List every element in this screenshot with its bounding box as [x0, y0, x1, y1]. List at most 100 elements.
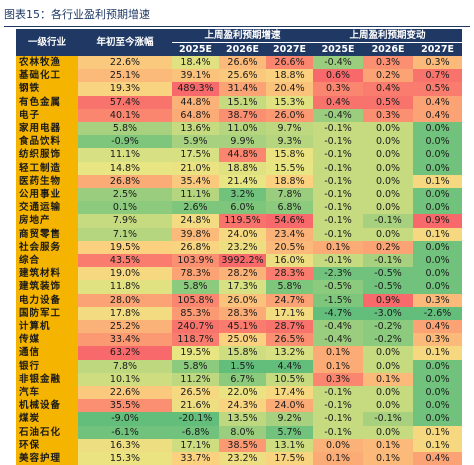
growth-cell: -20.1%	[172, 412, 219, 426]
change-cell: 0.0%	[413, 412, 463, 426]
table-row: 机械设备 35.5% 21.6% 24.3% 24.0% -0.1% 0.0% 0.0%	[16, 399, 463, 413]
ytd-cell: 7.1%	[78, 227, 172, 241]
growth-cell: 13.6%	[172, 122, 219, 136]
growth-cell: 24.0%	[219, 227, 266, 241]
growth-cell: 15.8%	[266, 148, 314, 162]
header-change-group: 上周盈利预期变动	[313, 29, 463, 43]
change-cell: -0.1%	[363, 214, 414, 228]
growth-cell: 240.7%	[172, 320, 219, 334]
change-cell: 0.0%	[363, 346, 414, 360]
growth-cell: 26.8%	[172, 240, 219, 255]
ytd-cell: 7.9%	[78, 214, 172, 228]
change-cell: 0.0%	[363, 122, 414, 136]
change-cell: -0.1%	[313, 188, 364, 202]
change-cell: 0.1%	[313, 346, 364, 360]
change-cell: -0.1%	[363, 412, 414, 426]
growth-cell: 13.5%	[219, 412, 266, 426]
table-row: 美容护理 15.3% 33.7% 23.2% 17.5% 0.1% 0.1% 0.4%	[16, 452, 463, 465]
change-cell: -0.1%	[313, 412, 364, 426]
table-row: 建筑装饰 11.8% 5.8% 17.3% 5.8% -0.5% -0.5% 0.0%	[16, 280, 463, 294]
growth-cell: 103.9%	[172, 254, 219, 268]
ytd-cell: 19.5%	[78, 240, 172, 255]
growth-cell: 119.5%	[219, 214, 266, 228]
growth-cell: 17.4%	[266, 386, 314, 400]
growth-cell: 26.0%	[219, 293, 266, 307]
change-cell: -0.1%	[313, 425, 364, 439]
change-cell: 0.9%	[363, 293, 414, 307]
ytd-cell: 25.2%	[78, 320, 172, 334]
change-cell: -0.4%	[313, 320, 364, 334]
growth-cell: 24.8%	[172, 214, 219, 228]
change-cell: 0.1%	[413, 227, 463, 241]
growth-cell: 20.5%	[266, 240, 314, 255]
change-cell: -0.4%	[313, 108, 364, 123]
table-row: 计算机 25.2% 240.7% 45.1% 28.7% -0.4% -0.2% 0.4%	[16, 320, 463, 334]
growth-cell: 8.0%	[219, 425, 266, 439]
table-row: 电子 40.1% 64.8% 38.7% 26.0% -0.4% 0.3% 0.4%	[16, 108, 463, 123]
change-cell: 0.2%	[363, 240, 414, 255]
industry-earnings-table: 一级行业 年初至今涨幅 上周盈利预期增速 上周盈利预期变动 2025E 2026…	[16, 29, 463, 465]
change-cell: -0.1%	[363, 254, 414, 268]
change-cell: 0.0%	[363, 201, 414, 215]
change-cell: 0.0%	[413, 161, 463, 175]
industry-name: 有色金属	[16, 95, 78, 109]
change-cell: -0.1%	[313, 122, 364, 136]
header-growth-2025: 2025E	[172, 42, 219, 56]
change-cell: -0.1%	[313, 201, 364, 215]
growth-cell: 39.1%	[172, 69, 219, 83]
growth-cell: 7.8%	[266, 188, 314, 202]
change-cell: -0.1%	[313, 174, 364, 189]
growth-cell: 5.8%	[172, 359, 219, 373]
ytd-cell: 43.5%	[78, 254, 172, 268]
ytd-cell: 35.5%	[78, 399, 172, 413]
industry-name: 食品饮料	[16, 135, 78, 149]
ytd-cell: 16.3%	[78, 438, 172, 453]
change-cell: -0.4%	[313, 56, 364, 70]
industry-name: 社会服务	[16, 240, 78, 255]
change-cell: 0.5%	[363, 95, 414, 109]
change-cell: -0.2%	[363, 320, 414, 334]
growth-cell: 11.2%	[172, 372, 219, 387]
change-cell: 0.4%	[413, 320, 463, 334]
growth-cell: 20.4%	[266, 82, 314, 96]
change-cell: 0.1%	[313, 240, 364, 255]
header-growth-2026: 2026E	[219, 42, 266, 56]
growth-cell: 3992.2%	[219, 254, 266, 268]
change-cell: 0.6%	[313, 69, 364, 83]
change-cell: -0.1%	[313, 214, 364, 228]
growth-cell: 15.8%	[219, 346, 266, 360]
table-row: 银行 7.8% 5.8% 1.5% 4.4% 0.1% 0.0% 0.0%	[16, 359, 463, 373]
table-row: 煤炭 -9.0% -20.1% 13.5% 9.2% -0.1% -0.1% 0.0%	[16, 412, 463, 426]
change-cell: -0.4%	[313, 333, 364, 347]
change-cell: 0.3%	[313, 372, 364, 387]
change-cell: -0.1%	[313, 227, 364, 241]
change-cell: 0.4%	[413, 95, 463, 109]
growth-cell: 23.4%	[266, 227, 314, 241]
table-row: 公用事业 2.5% 11.1% 3.2% 7.8% -0.1% 0.0% 0.0%	[16, 188, 463, 202]
growth-cell: -6.8%	[172, 425, 219, 439]
ytd-cell: 33.4%	[78, 333, 172, 347]
change-cell: 0.0%	[363, 227, 414, 241]
change-cell: 0.1%	[313, 359, 364, 373]
growth-cell: 21.0%	[172, 161, 219, 175]
growth-cell: 15.5%	[266, 161, 314, 175]
growth-cell: 5.8%	[266, 280, 314, 294]
ytd-cell: 25.1%	[78, 69, 172, 83]
table-body: 农林牧渔 22.6% 18.4% 26.6% 26.6% -0.4% 0.3% 0.3% 基础化…	[16, 56, 463, 465]
growth-cell: 17.3%	[219, 280, 266, 294]
industry-name: 交通运输	[16, 201, 78, 215]
growth-cell: 6.8%	[266, 201, 314, 215]
header-change-2026: 2026E	[363, 42, 414, 56]
change-cell: 0.0%	[413, 399, 463, 413]
growth-cell: 28.3%	[266, 267, 314, 281]
change-cell: -0.1%	[313, 161, 364, 175]
industry-name: 计算机	[16, 320, 78, 334]
growth-cell: 24.0%	[266, 399, 314, 413]
change-cell: 0.3%	[363, 108, 414, 123]
growth-cell: 28.3%	[219, 306, 266, 321]
change-cell: 0.5%	[413, 82, 463, 96]
table-row: 传媒 33.4% 118.7% 25.0% 26.5% -0.4% -0.2% 0.3%	[16, 333, 463, 347]
change-cell: 0.1%	[413, 174, 463, 189]
growth-cell: 26.6%	[266, 56, 314, 70]
industry-name: 汽车	[16, 386, 78, 400]
